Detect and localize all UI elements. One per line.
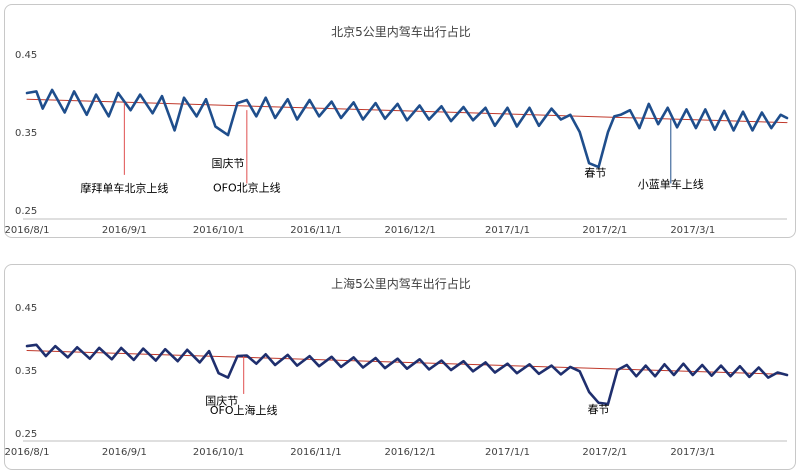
x-tick-label: 2017/1/1 [485, 447, 530, 458]
y-tick-label: 0.45 [15, 303, 37, 314]
x-tick-label: 2016/11/1 [290, 225, 341, 236]
x-tick-label: 2016/8/1 [5, 225, 49, 236]
x-tick-label: 2016/8/1 [5, 447, 49, 458]
x-tick-label: 2017/3/1 [670, 447, 715, 458]
x-tick-label: 2016/11/1 [290, 447, 341, 458]
annotation-label: OFO上海上线 [210, 403, 278, 417]
x-tick-label: 2016/9/1 [102, 447, 147, 458]
x-tick-label: 2017/3/1 [670, 225, 715, 236]
annotation-label: OFO北京上线 [213, 180, 281, 194]
y-tick-label: 0.35 [15, 128, 37, 139]
x-tick-label: 2016/10/1 [193, 447, 244, 458]
x-tick-label: 2016/12/1 [384, 225, 435, 236]
annotation-label: 国庆节 [205, 394, 238, 408]
trend-line [26, 350, 788, 375]
x-tick-label: 2017/2/1 [582, 225, 627, 236]
chart-title: 北京5公里内驾车出行占比 [331, 24, 471, 39]
x-tick-label: 2017/2/1 [582, 447, 627, 458]
y-tick-label: 0.35 [15, 366, 37, 377]
y-tick-label: 0.25 [15, 429, 37, 440]
y-tick-label: 0.25 [15, 206, 37, 217]
series-line [25, 88, 789, 169]
chart-panel-beijing: 北京5公里内驾车出行占比 0.25 0.35 0.45 2016/8/1 2016/9/1… [4, 4, 796, 238]
chart-panel-shanghai: 上海5公里内驾车出行占比 0.25 0.35 0.45 2016/8/1 2016/9/1… [4, 264, 796, 470]
annotation-label: 春节 [584, 166, 606, 179]
x-tick-label: 2016/12/1 [384, 447, 435, 458]
x-tick-label: 2017/1/1 [485, 225, 530, 236]
chart-beijing: 北京5公里内驾车出行占比 0.25 0.35 0.45 2016/8/1 2016/9/1… [5, 24, 789, 236]
y-tick-label: 0.45 [15, 50, 37, 61]
annotation-label: 小蓝单车上线 [638, 177, 704, 191]
chart-title: 上海5公里内驾车出行占比 [331, 276, 471, 291]
annotation-label: 摩拜单车北京上线 [80, 181, 168, 195]
annotation-label: 春节 [588, 403, 610, 416]
series-line [25, 343, 789, 406]
annotation-label: 国庆节 [211, 156, 244, 170]
chart-shanghai: 上海5公里内驾车出行占比 0.25 0.35 0.45 2016/8/1 2016/9/1… [5, 276, 789, 458]
x-tick-label: 2016/9/1 [102, 225, 147, 236]
x-tick-label: 2016/10/1 [193, 225, 244, 236]
